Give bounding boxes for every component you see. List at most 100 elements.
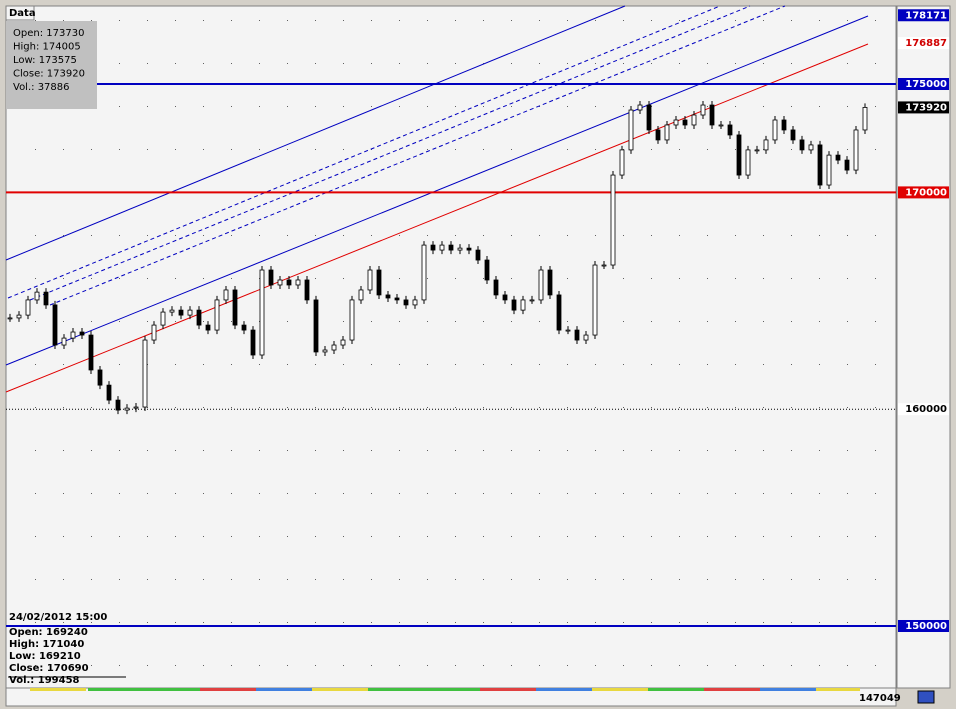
grid-dot xyxy=(91,278,92,279)
candle-body xyxy=(718,124,724,127)
price-label: 175000 xyxy=(905,79,947,90)
grid-dot xyxy=(175,450,176,451)
candle-body xyxy=(565,329,571,332)
grid-dot xyxy=(259,321,260,322)
grid-dot xyxy=(679,278,680,279)
grid-dot xyxy=(735,235,736,236)
candle-body xyxy=(655,129,661,141)
grid-dot xyxy=(203,536,204,537)
candle-body xyxy=(862,107,868,131)
trendline xyxy=(49,5,786,306)
candle-body xyxy=(349,299,355,341)
grid-dot xyxy=(399,364,400,365)
data-box xyxy=(6,21,97,109)
candle-body xyxy=(781,119,787,131)
grid-dot xyxy=(847,493,848,494)
grid-dot xyxy=(875,407,876,408)
grid-dot xyxy=(315,364,316,365)
grid-dot xyxy=(735,321,736,322)
grid-dot xyxy=(483,493,484,494)
grid-dot xyxy=(539,450,540,451)
grid-dot xyxy=(735,493,736,494)
grid-dot xyxy=(567,364,568,365)
grid-dot xyxy=(791,321,792,322)
grid-dot xyxy=(287,106,288,107)
grid-dot xyxy=(511,20,512,21)
grid-dot xyxy=(735,407,736,408)
candle-body xyxy=(736,134,742,176)
grid-dot xyxy=(343,579,344,580)
grid-dot xyxy=(847,579,848,580)
grid-dot xyxy=(651,20,652,21)
grid-dot xyxy=(455,106,456,107)
candle-body xyxy=(124,407,130,411)
grid-dot xyxy=(875,622,876,623)
grid-dot xyxy=(735,536,736,537)
grid-dot xyxy=(119,364,120,365)
grid-dot xyxy=(595,407,596,408)
candle-body xyxy=(835,154,841,161)
grid-dot xyxy=(455,665,456,666)
grid-dot xyxy=(175,106,176,107)
grid-dot xyxy=(427,149,428,150)
grid-dot xyxy=(763,364,764,365)
candle-body xyxy=(79,331,85,336)
grid-dot xyxy=(175,321,176,322)
grid-dot xyxy=(231,665,232,666)
grid-dot xyxy=(707,622,708,623)
candle-body xyxy=(583,334,589,341)
grid-dot xyxy=(595,450,596,451)
grid-dot xyxy=(119,278,120,279)
grid-dot xyxy=(679,493,680,494)
grid-dot xyxy=(147,235,148,236)
candle-body xyxy=(664,124,670,141)
grid-dot xyxy=(455,278,456,279)
grid-dot xyxy=(735,579,736,580)
grid-dot xyxy=(147,622,148,623)
grid-dot xyxy=(875,321,876,322)
price-label: 173920 xyxy=(905,102,947,113)
grid-dot xyxy=(875,278,876,279)
grid-dot xyxy=(287,493,288,494)
grid-dot xyxy=(847,622,848,623)
grid-dot xyxy=(371,20,372,21)
trendline xyxy=(7,5,721,299)
candle-body xyxy=(43,291,49,306)
grid-dot xyxy=(567,63,568,64)
candle-body xyxy=(295,279,301,286)
grid-dot xyxy=(651,149,652,150)
grid-dot xyxy=(483,278,484,279)
candle-body xyxy=(16,314,22,319)
grid-dot xyxy=(651,364,652,365)
candle-body xyxy=(691,114,697,126)
grid-dot xyxy=(455,536,456,537)
grid-dot xyxy=(483,450,484,451)
candle-body xyxy=(241,324,247,331)
grid-dot xyxy=(63,364,64,365)
grid-dot xyxy=(343,63,344,64)
grid-dot xyxy=(203,149,204,150)
candle-body xyxy=(610,174,616,266)
candle-body xyxy=(628,109,634,151)
grid-dot xyxy=(147,407,148,408)
grid-dot xyxy=(707,149,708,150)
data-tab[interactable] xyxy=(5,5,35,21)
grid-dot xyxy=(259,63,260,64)
toolbar-button[interactable] xyxy=(917,690,935,704)
grid-dot xyxy=(231,622,232,623)
grid-dot xyxy=(175,536,176,537)
grid-dot xyxy=(623,364,624,365)
grid-dot xyxy=(483,149,484,150)
day-band xyxy=(256,688,312,691)
candle-body xyxy=(421,244,427,301)
candle-body xyxy=(844,159,850,171)
grid-dot xyxy=(511,407,512,408)
grid-dot xyxy=(427,536,428,537)
grid-dot xyxy=(119,20,120,21)
grid-dot xyxy=(147,149,148,150)
grid-dot xyxy=(483,235,484,236)
grid-dot xyxy=(343,278,344,279)
grid-dot xyxy=(147,20,148,21)
grid-dot xyxy=(539,622,540,623)
